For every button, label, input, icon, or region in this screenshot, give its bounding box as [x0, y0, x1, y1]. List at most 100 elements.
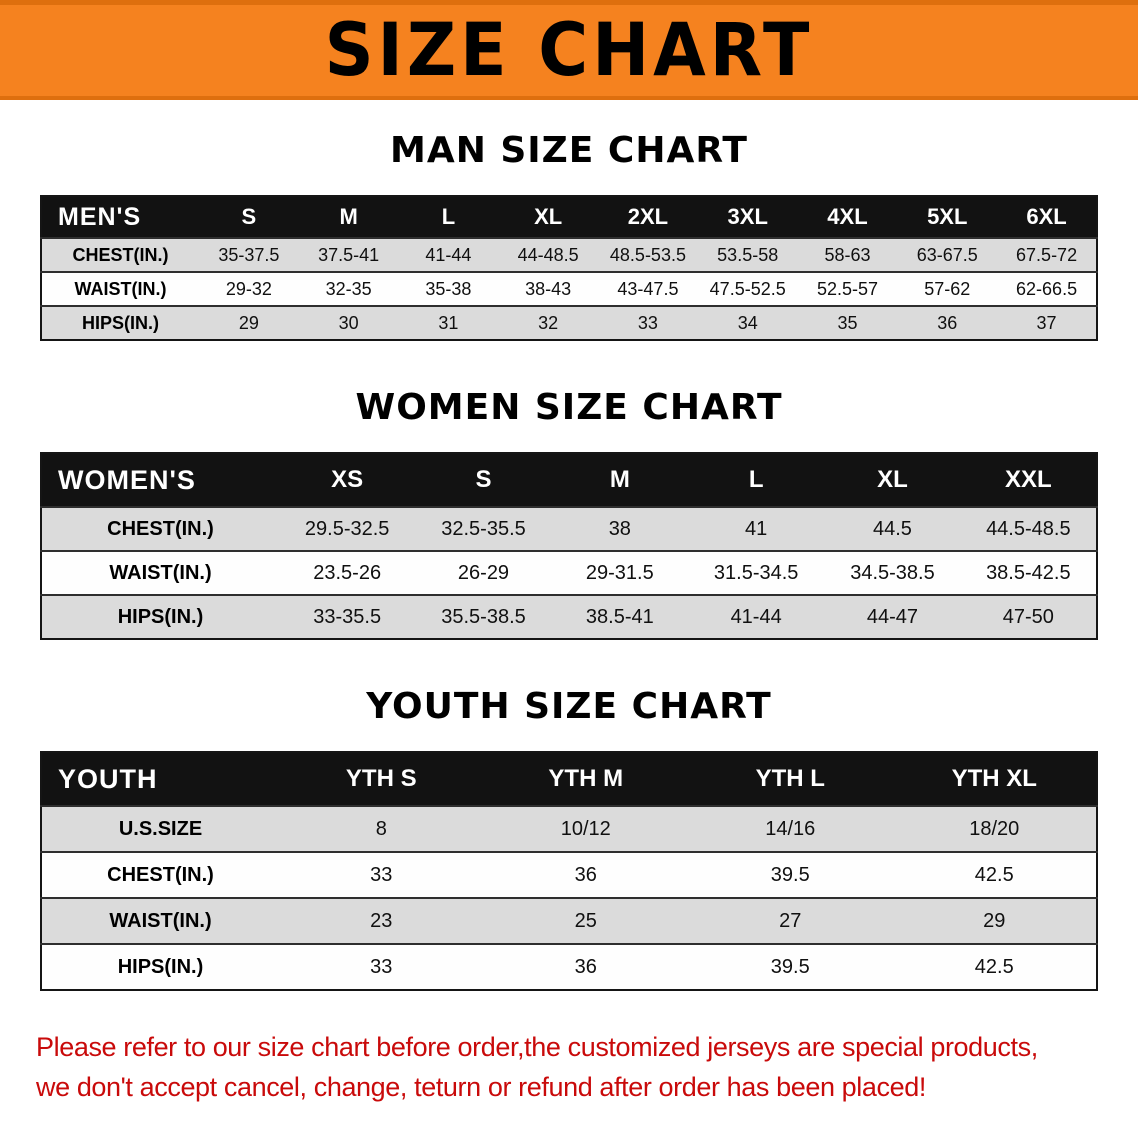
table-cell: 41: [745, 517, 768, 540]
table-header-row: WOMEN'S XS S M L XL XXL: [41, 453, 1097, 507]
column-header: XS: [331, 466, 364, 493]
table-cell: 36: [937, 312, 958, 333]
table-cell: 35: [837, 312, 858, 333]
table-cell: 44.5: [873, 517, 912, 540]
table-cell: 31: [438, 312, 459, 333]
table-cell: 37: [1036, 312, 1057, 333]
column-header: M: [339, 204, 358, 229]
row-label: CHEST(IN.): [107, 517, 214, 540]
table-cell: 35-37.5: [218, 244, 280, 265]
section-heading-women: WOMEN SIZE CHART: [355, 387, 783, 428]
women-table-corner-label: WOMEN'S: [58, 464, 196, 495]
table-header-row: YOUTH YTH S YTH M YTH L YTH XL: [41, 752, 1097, 806]
table-cell: 8: [375, 817, 387, 840]
section-heading-youth: YOUTH SIZE CHART: [366, 686, 772, 727]
table-cell: 53.5-58: [717, 244, 779, 265]
table-cell: 37.5-41: [318, 244, 380, 265]
column-header: XL: [534, 204, 563, 229]
table-cell: 44.5-48.5: [986, 517, 1071, 540]
page-title: SIZE CHART: [324, 7, 814, 93]
table-cell: 42.5: [974, 863, 1014, 886]
table-cell: 43-47.5: [617, 278, 679, 299]
table-cell: 10/12: [560, 817, 611, 840]
table-cell: 29-32: [225, 278, 272, 299]
column-header: YTH S: [345, 765, 417, 792]
column-header: 4XL: [827, 204, 868, 229]
table-row: WAIST(IN.) 23 25 27 29: [41, 898, 1097, 944]
table-cell: 39.5: [770, 863, 810, 886]
table-cell: 36: [574, 863, 597, 886]
table-cell: 29.5-32.5: [304, 517, 390, 540]
table-cell: 29: [983, 909, 1006, 932]
table-cell: 63-67.5: [916, 244, 978, 265]
youth-size-table: YOUTH YTH S YTH M YTH L YTH XL U.S.SIZE 8 10/12…: [40, 751, 1098, 991]
column-header: L: [748, 466, 764, 493]
column-header: YTH L: [755, 765, 825, 792]
table-cell: 38: [608, 517, 631, 540]
table-cell: 14/16: [765, 817, 816, 840]
table-cell: 38.5-42.5: [986, 561, 1071, 584]
table-cell: 62-66.5: [1016, 278, 1078, 299]
table-cell: 23.5-26: [313, 561, 382, 584]
banner: SIZE CHART: [0, 0, 1138, 100]
table-cell: 42.5: [974, 955, 1014, 978]
table-cell: 35-38: [425, 278, 472, 299]
table-cell: 57-62: [924, 278, 971, 299]
table-cell: 38-43: [525, 278, 572, 299]
table-row: HIPS(IN.) 29 30 31 32 33 34 35 36 37: [41, 306, 1097, 340]
table-row: HIPS(IN.) 33 36 39.5 42.5: [41, 944, 1097, 990]
table-cell: 33-35.5: [313, 605, 382, 628]
table-cell: 36: [574, 955, 597, 978]
men-table-corner-label: MEN'S: [58, 202, 142, 231]
table-cell: 27: [779, 909, 802, 932]
table-cell: 18/20: [969, 817, 1020, 840]
row-label: CHEST(IN.): [107, 863, 214, 886]
table-cell: 32: [538, 312, 559, 333]
column-header: YTH M: [548, 765, 624, 792]
table-header-row: MEN'S S M L XL 2XL 3XL 4XL 5XL 6XL: [41, 196, 1097, 238]
column-header: 3XL: [727, 204, 768, 229]
column-header: S: [475, 466, 492, 493]
table-cell: 38.5-41: [585, 605, 654, 628]
table-cell: 34: [737, 312, 758, 333]
column-header: YTH XL: [951, 765, 1037, 792]
table-row: WAIST(IN.) 29-32 32-35 35-38 38-43 43-47.5 47.…: [41, 272, 1097, 306]
table-cell: 33: [637, 312, 658, 333]
table-row: CHEST(IN.) 29.5-32.5 32.5-35.5 38 41 44.5 44.5…: [41, 507, 1097, 551]
table-cell: 41-44: [425, 244, 472, 265]
table-row: CHEST(IN.) 35-37.5 37.5-41 41-44 44-48.5 48.5…: [41, 238, 1097, 272]
table-cell: 48.5-53.5: [609, 244, 686, 265]
table-cell: 44-47: [866, 605, 919, 628]
section-heading-men: MAN SIZE CHART: [390, 130, 748, 171]
column-header: M: [609, 466, 630, 493]
table-cell: 47.5-52.5: [709, 278, 786, 299]
table-cell: 67.5-72: [1016, 244, 1078, 265]
table-row: CHEST(IN.) 33 36 39.5 42.5: [41, 852, 1097, 898]
table-row: WAIST(IN.) 23.5-26 26-29 29-31.5 31.5-34.5 34…: [41, 551, 1097, 595]
row-label: HIPS(IN.): [117, 955, 204, 978]
youth-table-corner-label: YOUTH: [58, 763, 158, 794]
column-header: XL: [877, 466, 908, 493]
table-cell: 35.5-38.5: [441, 605, 526, 628]
table-cell: 47-50: [1002, 605, 1054, 628]
column-header: XXL: [1004, 466, 1052, 493]
row-label: WAIST(IN.): [74, 278, 167, 299]
table-cell: 26-29: [457, 561, 510, 584]
column-header: 2XL: [627, 204, 669, 229]
row-label: WAIST(IN.): [109, 909, 212, 932]
table-cell: 58-63: [824, 244, 871, 265]
table-cell: 52.5-57: [816, 278, 878, 299]
column-header: S: [241, 204, 257, 229]
table-cell: 39.5: [770, 955, 810, 978]
table-row: U.S.SIZE 8 10/12 14/16 18/20: [41, 806, 1097, 852]
table-cell: 32.5-35.5: [441, 517, 526, 540]
table-cell: 33: [370, 863, 393, 886]
disclaimer-line-2: we don't accept cancel, change, teturn o…: [36, 1072, 926, 1102]
size-chart-sections: MAN SIZE CHART MEN'S S M L XL 2XL 3XL 4XL 5XL 6XL C…: [0, 130, 1138, 991]
size-section-men: MAN SIZE CHART MEN'S S M L XL 2XL 3XL 4XL 5XL 6XL C…: [0, 130, 1138, 341]
table-cell: 23: [370, 909, 393, 932]
table-cell: 33: [370, 955, 393, 978]
table-cell: 30: [338, 312, 359, 333]
size-section-women: WOMEN SIZE CHART WOMEN'S XS S M L XL XXL CHEST(I…: [0, 387, 1138, 640]
